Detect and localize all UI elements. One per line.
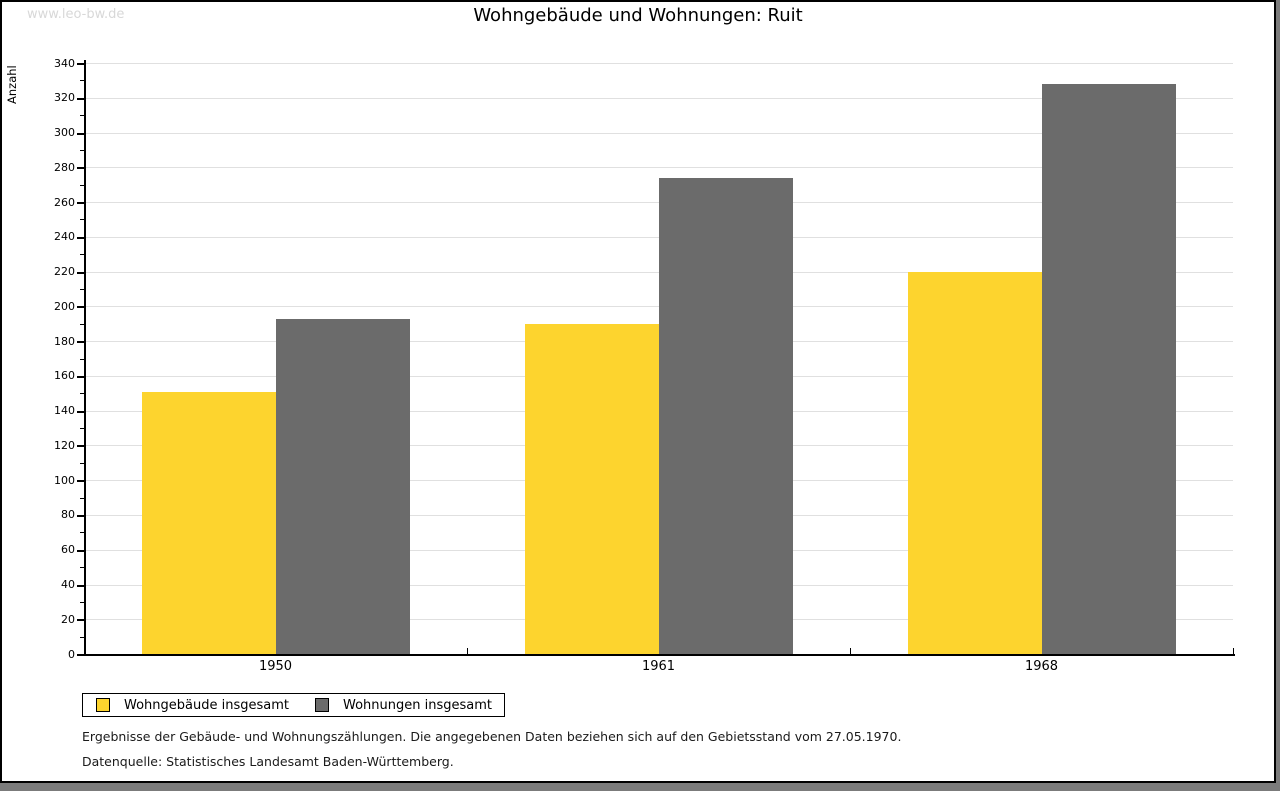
y-minor-tick-90 <box>80 497 84 499</box>
y-tick-label-80: 80 <box>61 508 75 522</box>
y-tick-label-260: 260 <box>54 195 75 209</box>
legend-swatch-wohngebaeude <box>96 698 110 712</box>
y-minor-tick-290 <box>80 149 84 151</box>
y-major-tick-320 <box>77 97 84 100</box>
y-tick-label-160: 160 <box>54 369 75 383</box>
x-category-label-1950: 1950 <box>258 659 293 674</box>
bar-1968-series-1 <box>1041 83 1176 654</box>
y-minor-tick-10 <box>80 636 84 638</box>
y-tick-label-100: 100 <box>54 473 75 487</box>
x-separator-tick-3 <box>1233 648 1234 654</box>
y-minor-tick-150 <box>80 393 84 395</box>
bar-1961-series-0 <box>524 323 659 654</box>
y-minor-tick-50 <box>80 567 84 569</box>
x-category-label-1961: 1961 <box>641 659 676 674</box>
y-tick-label-40: 40 <box>61 578 75 591</box>
y-tick-label-220: 220 <box>54 265 75 279</box>
y-major-tick-0 <box>77 654 84 656</box>
x-axis <box>84 654 1235 656</box>
chart-title: Wohngebäude und Wohnungen: Ruit <box>473 5 803 26</box>
bar-1961-series-1 <box>658 177 793 654</box>
gridline-y-300 <box>84 132 1233 134</box>
y-major-tick-140 <box>77 410 84 413</box>
y-axis-label: Anzahl <box>5 65 19 104</box>
y-tick-label-320: 320 <box>54 91 75 105</box>
y-major-tick-40 <box>77 584 84 587</box>
bar-1950-series-1 <box>275 318 410 654</box>
y-tick-label-200: 200 <box>54 299 75 313</box>
y-tick-label-120: 120 <box>54 438 75 452</box>
y-tick-label-140: 140 <box>54 404 75 418</box>
y-minor-tick-30 <box>80 601 84 603</box>
y-minor-tick-310 <box>80 115 84 117</box>
footnote-source-note: Ergebnisse der Gebäude- und Wohnungszähl… <box>82 729 902 744</box>
y-major-tick-280 <box>77 167 84 170</box>
x-category-label-1968: 1968 <box>1024 659 1059 674</box>
gridline-y-280 <box>84 167 1233 169</box>
y-minor-tick-250 <box>80 219 84 221</box>
y-minor-tick-110 <box>80 462 84 464</box>
y-major-tick-220 <box>77 271 84 274</box>
y-major-tick-300 <box>77 132 84 135</box>
gridline-y-320 <box>84 97 1233 99</box>
y-tick-label-60: 60 <box>61 543 75 557</box>
y-major-tick-160 <box>77 375 84 378</box>
watermark: www.leo-bw.de <box>27 7 125 22</box>
y-minor-tick-70 <box>80 532 84 534</box>
y-tick-label-340: 340 <box>54 56 75 70</box>
y-major-tick-20 <box>77 619 84 622</box>
y-tick-label-300: 300 <box>54 126 75 139</box>
legend-swatch-wohnungen <box>315 698 329 712</box>
y-tick-label-0: 0 <box>68 647 75 661</box>
legend-item-wohnungen: Wohnungen insgesamt <box>315 698 492 713</box>
x-separator-tick-1 <box>467 648 468 654</box>
y-major-tick-240 <box>77 236 84 239</box>
y-major-tick-340 <box>77 63 84 65</box>
y-major-tick-60 <box>77 549 84 552</box>
legend-label-wohngebaeude: Wohngebäude insgesamt <box>124 697 289 713</box>
chart-area: Anzahl 0 20 40 60 80 100 120 140 160 180 200 220 240… <box>2 2 1274 781</box>
y-minor-tick-330 <box>80 80 84 82</box>
bar-1968-series-0 <box>907 271 1042 654</box>
bar-1950-series-0 <box>141 391 276 654</box>
y-tick-label-180: 180 <box>54 334 75 348</box>
y-minor-tick-270 <box>80 184 84 186</box>
y-tick-label-20: 20 <box>61 612 75 626</box>
y-major-tick-260 <box>77 202 84 205</box>
y-major-tick-120 <box>77 445 84 448</box>
gridline-y-340 <box>84 63 1233 64</box>
y-minor-tick-130 <box>80 428 84 429</box>
legend-label-wohnungen: Wohnungen insgesamt <box>343 697 492 713</box>
y-major-tick-100 <box>77 480 84 483</box>
y-major-tick-200 <box>77 306 84 309</box>
y-minor-tick-230 <box>80 254 84 256</box>
legend-item-wohngebaeude: Wohngebäude insgesamt <box>96 698 289 713</box>
y-minor-tick-210 <box>80 289 84 290</box>
y-major-tick-180 <box>77 341 84 344</box>
y-major-tick-80 <box>77 514 84 517</box>
y-tick-label-280: 280 <box>54 160 75 174</box>
x-separator-tick-2 <box>850 648 851 654</box>
legend: Wohngebäude insgesamt Wohnungen insgesam… <box>82 693 505 717</box>
y-minor-tick-190 <box>80 323 84 325</box>
y-tick-label-240: 240 <box>54 230 75 244</box>
footnote-data-source: Datenquelle: Statistisches Landesamt Bad… <box>82 754 454 769</box>
y-axis <box>84 60 86 656</box>
y-minor-tick-170 <box>80 358 84 360</box>
